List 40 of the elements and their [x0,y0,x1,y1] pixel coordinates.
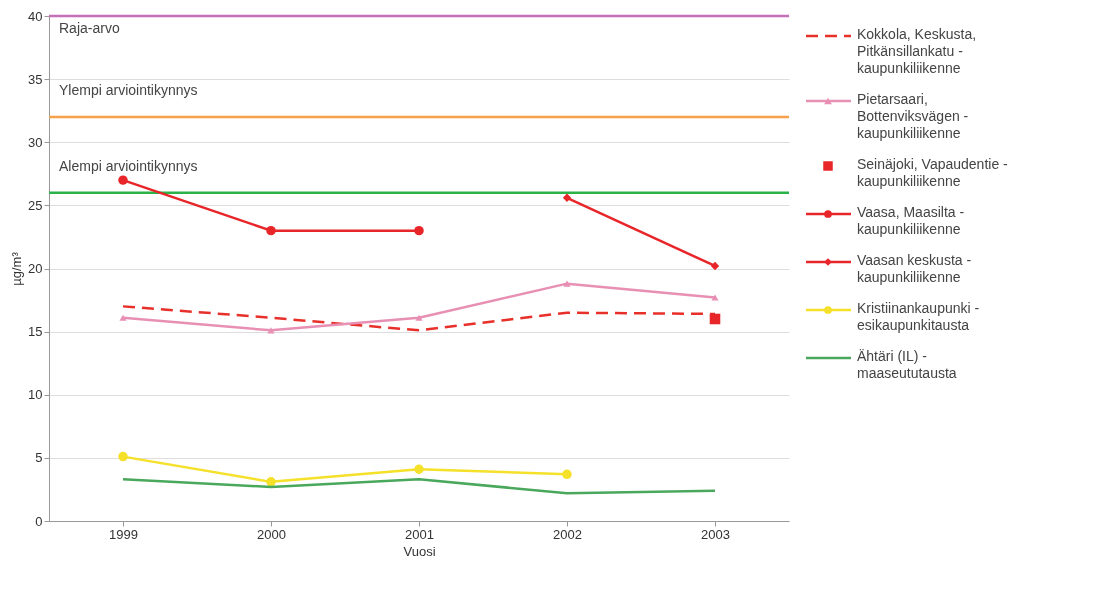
ref-line-label: Ylempi arviointikynnys [59,82,198,98]
y-tick-label: 15 [28,324,43,340]
y-tick-label: 30 [28,134,43,150]
x-tick-label: 2001 [405,526,434,542]
legend-label: Kokkola, Keskusta, Pitkänsillankatu - kaupunkiliikenne [857,26,977,76]
y-tick-label: 10 [28,387,43,403]
y-tick-label: 35 [28,71,43,87]
x-tick-label: 2002 [553,526,582,542]
point [266,225,276,236]
legend-label: Seinäjoki, Vapaudentie - kaupunkiliikenne [857,156,1009,189]
x-tick-label: 1999 [109,526,138,542]
x-axis-title: Vuosi [403,543,436,559]
point [414,464,424,474]
ref-line-label: Alempi arviointikynnys [59,157,198,174]
point [414,225,424,236]
x-tick-label: 2000 [257,526,286,542]
legend-label: Kristiinankaupunki - esikaupunkitausta [857,300,980,333]
y-tick-label: 40 [28,8,43,24]
legend-label: Ähtäri (IL) - maaseututausta [857,348,957,381]
point [415,314,423,321]
point [562,193,572,202]
y-axis-title: µg/m³ [9,251,25,286]
point [118,451,128,462]
y-tick-label: 25 [28,197,43,213]
point [562,469,572,480]
legend-label: Vaasa, Maasilta - kaupunkiliikenne [857,204,965,237]
ref-line-label: Raja-arvo [59,20,120,36]
point [563,280,571,287]
y-tick-label: 0 [35,513,43,529]
y-tick-label: 5 [35,450,43,466]
point [710,261,720,271]
legend-label: Pietarsaari, Bottenviksvägen - kaupunkiliikenne [857,91,969,141]
point [118,175,128,185]
point [711,294,719,301]
point [119,314,127,321]
point [266,477,276,487]
legend-label: Vaasan keskusta - kaupunkiliikenne [857,252,972,285]
y-tick-label: 20 [28,261,43,276]
line-series [121,478,717,495]
x-tick-label: 2003 [701,526,730,542]
